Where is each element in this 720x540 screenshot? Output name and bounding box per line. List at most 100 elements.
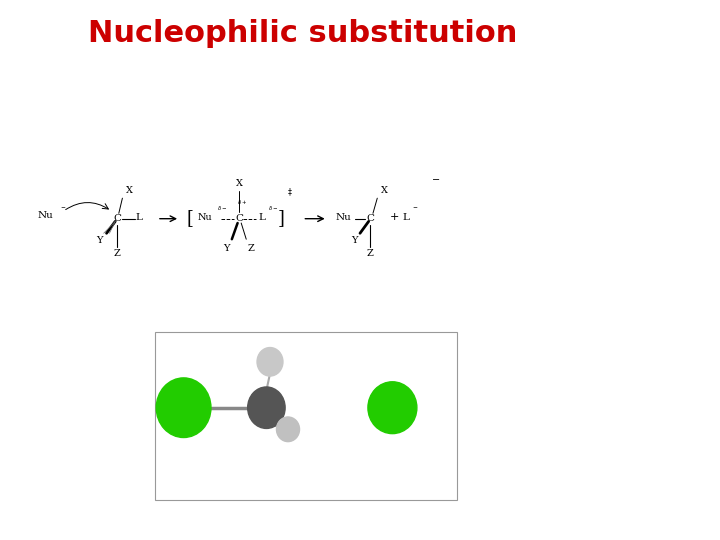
Text: Y: Y (351, 236, 358, 245)
Ellipse shape (162, 384, 200, 426)
Ellipse shape (255, 394, 274, 415)
Ellipse shape (378, 392, 397, 413)
Text: $^{-}$: $^{-}$ (60, 205, 66, 213)
Ellipse shape (260, 350, 279, 371)
Text: C: C (235, 214, 243, 223)
Ellipse shape (265, 355, 270, 360)
Text: Z: Z (366, 249, 374, 258)
Ellipse shape (160, 382, 204, 429)
Ellipse shape (276, 417, 300, 442)
Ellipse shape (167, 389, 192, 415)
Ellipse shape (171, 393, 184, 407)
Text: [: [ (186, 208, 194, 227)
Ellipse shape (248, 387, 285, 428)
Text: X: X (381, 186, 388, 194)
Text: $^{\ddagger}$: $^{\ddagger}$ (287, 188, 292, 198)
Ellipse shape (256, 396, 271, 412)
Text: Nu: Nu (198, 213, 212, 221)
Text: Z: Z (247, 244, 254, 253)
Ellipse shape (249, 388, 283, 426)
Ellipse shape (262, 353, 274, 366)
Text: Nu: Nu (37, 212, 53, 220)
Ellipse shape (368, 382, 417, 434)
Ellipse shape (278, 418, 297, 438)
Ellipse shape (157, 379, 210, 435)
Ellipse shape (379, 393, 396, 411)
Ellipse shape (377, 390, 401, 416)
Ellipse shape (158, 380, 207, 434)
Ellipse shape (371, 384, 412, 428)
Ellipse shape (369, 383, 415, 432)
Ellipse shape (264, 354, 271, 362)
Ellipse shape (372, 385, 410, 427)
Text: $^{\delta -}$: $^{\delta -}$ (217, 206, 228, 214)
Ellipse shape (251, 390, 279, 422)
Ellipse shape (258, 397, 269, 409)
Text: X: X (235, 179, 243, 188)
Ellipse shape (284, 424, 287, 427)
Text: $^{\delta -}$: $^{\delta -}$ (268, 206, 278, 214)
Ellipse shape (382, 396, 390, 404)
Text: Nu: Nu (336, 213, 351, 221)
Ellipse shape (266, 356, 269, 359)
Ellipse shape (261, 400, 264, 404)
Text: Y: Y (223, 244, 230, 253)
Ellipse shape (168, 390, 188, 411)
Bar (155, 332, 457, 500)
Ellipse shape (253, 393, 276, 417)
Ellipse shape (377, 391, 400, 414)
Ellipse shape (278, 418, 297, 440)
Ellipse shape (173, 394, 181, 403)
Ellipse shape (280, 420, 294, 435)
Ellipse shape (373, 387, 408, 423)
Ellipse shape (156, 378, 211, 437)
Ellipse shape (252, 392, 278, 420)
Ellipse shape (261, 350, 277, 369)
Ellipse shape (383, 397, 388, 402)
Ellipse shape (284, 423, 288, 428)
Ellipse shape (384, 398, 387, 400)
Text: X: X (126, 186, 133, 194)
Text: $-$: $-$ (431, 174, 440, 183)
Ellipse shape (256, 395, 272, 414)
Text: $^{-}$: $^{-}$ (412, 205, 418, 213)
Ellipse shape (264, 354, 272, 363)
Ellipse shape (165, 387, 195, 420)
Ellipse shape (380, 394, 395, 409)
Ellipse shape (374, 388, 406, 421)
Ellipse shape (282, 421, 292, 433)
Ellipse shape (174, 396, 177, 399)
Ellipse shape (261, 401, 263, 403)
Ellipse shape (164, 386, 197, 421)
Ellipse shape (369, 383, 414, 430)
Ellipse shape (159, 381, 206, 431)
Text: ]: ] (277, 208, 284, 227)
Ellipse shape (251, 390, 281, 423)
Ellipse shape (253, 392, 277, 419)
Ellipse shape (261, 352, 275, 367)
Ellipse shape (263, 353, 273, 365)
Text: C: C (366, 214, 374, 223)
Ellipse shape (170, 392, 186, 409)
Text: C: C (113, 214, 122, 223)
Ellipse shape (171, 394, 182, 406)
Ellipse shape (250, 389, 282, 424)
Text: L: L (135, 213, 143, 221)
Ellipse shape (260, 399, 265, 406)
Ellipse shape (258, 398, 268, 408)
Ellipse shape (257, 348, 283, 376)
Text: Y: Y (96, 236, 103, 245)
Ellipse shape (174, 395, 179, 401)
Ellipse shape (279, 420, 294, 436)
Ellipse shape (161, 383, 202, 428)
Ellipse shape (376, 389, 402, 418)
Ellipse shape (283, 423, 289, 429)
Ellipse shape (281, 421, 292, 434)
Ellipse shape (282, 422, 291, 431)
Ellipse shape (248, 388, 284, 427)
Ellipse shape (258, 349, 281, 374)
Ellipse shape (266, 356, 268, 358)
Ellipse shape (166, 388, 193, 417)
Ellipse shape (282, 422, 289, 430)
Ellipse shape (382, 395, 392, 406)
